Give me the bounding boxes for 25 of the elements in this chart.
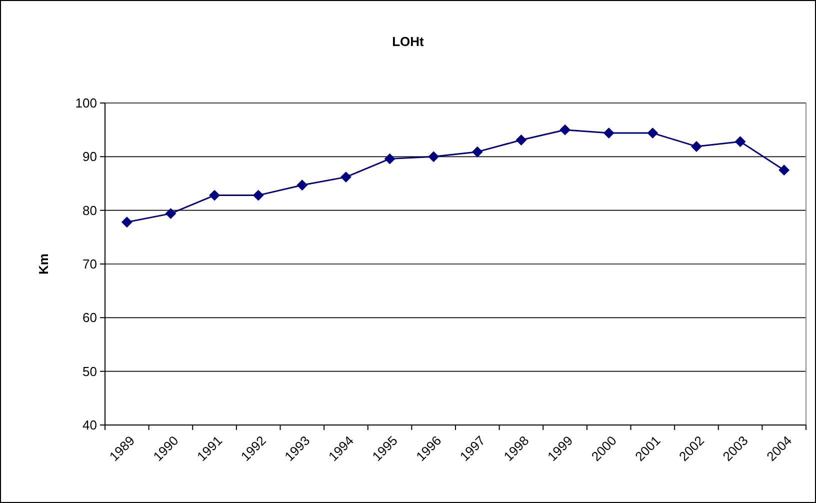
y-tick-label: 70	[82, 256, 97, 272]
point	[209, 190, 220, 201]
point	[428, 151, 440, 162]
point	[121, 216, 132, 228]
point	[252, 190, 264, 201]
point	[340, 172, 352, 183]
y-tick-label: 60	[82, 310, 97, 326]
y-tick-label: 90	[82, 149, 97, 164]
point	[603, 128, 614, 139]
y-axis-title: Km	[36, 254, 51, 274]
y-tick-label: 100	[75, 96, 97, 111]
point	[296, 180, 308, 191]
y-tick-label: 40	[82, 418, 97, 433]
y-tick-label: 80	[82, 202, 97, 218]
point	[647, 128, 658, 139]
point	[778, 164, 790, 176]
point	[384, 153, 396, 164]
point	[560, 124, 571, 136]
point	[516, 134, 527, 146]
point	[472, 146, 483, 158]
y-tick-label: 50	[82, 364, 97, 379]
point	[165, 208, 176, 220]
chart-title: LOHt	[392, 34, 425, 49]
point	[734, 136, 746, 148]
point	[690, 140, 702, 152]
